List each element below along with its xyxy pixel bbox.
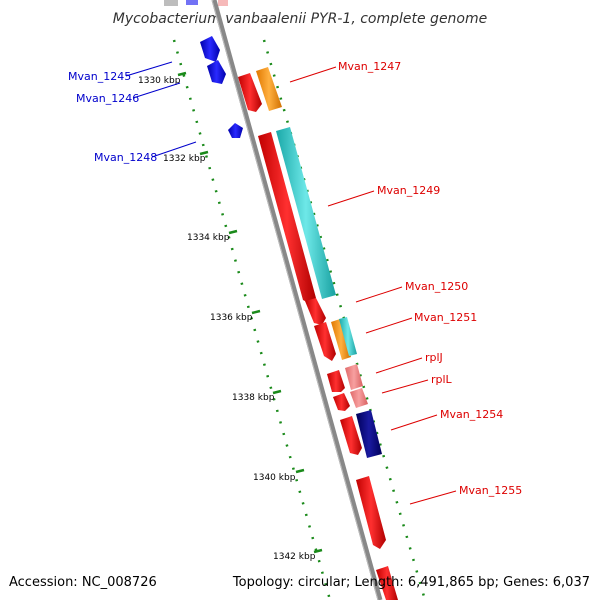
label-Mvan_1254[interactable]: Mvan_1254 xyxy=(440,408,503,421)
tick-label-1342: 1342 kbp xyxy=(273,552,316,562)
label-Mvan_1246[interactable]: Mvan_1246 xyxy=(76,92,139,105)
gene-Mvan_1251[interactable] xyxy=(314,322,336,361)
right-gene-labels: Mvan_1247 Mvan_1249 Mvan_1250 Mvan_1251 … xyxy=(338,60,522,497)
feature-orange-1247[interactable] xyxy=(256,67,282,111)
tick-label-1336: 1336 kbp xyxy=(210,313,253,323)
label-Mvan_1248[interactable]: Mvan_1248 xyxy=(94,151,157,164)
tick-label-1330: 1330 kbp xyxy=(138,76,181,86)
gene-Mvan_1254[interactable] xyxy=(340,416,362,455)
label-rplL[interactable]: rplL xyxy=(431,373,453,386)
gene-Mvan_1255[interactable] xyxy=(356,476,386,549)
tick-label-1334: 1334 kbp xyxy=(187,233,230,243)
feature-orange-1251[interactable] xyxy=(331,319,351,360)
gene-Mvan_1248[interactable] xyxy=(228,123,243,138)
label-Mvan_1250[interactable]: Mvan_1250 xyxy=(405,280,468,293)
feature-cyan-1249[interactable] xyxy=(276,127,336,299)
tick-label-1340: 1340 kbp xyxy=(253,473,296,483)
top-faded-features xyxy=(164,0,228,6)
feature-pink-rplL[interactable] xyxy=(350,388,368,408)
accession-text: Accession: NC_008726 xyxy=(9,575,157,590)
feature-navy-1254[interactable] xyxy=(356,410,382,458)
tick-track-left xyxy=(172,39,332,600)
right-label-leaders xyxy=(289,66,457,505)
gene-Mvan_1246[interactable] xyxy=(207,60,226,84)
label-Mvan_1245[interactable]: Mvan_1245 xyxy=(68,70,131,83)
kbp-tick-labels: 1330 kbp 1332 kbp 1334 kbp 1336 kbp 1338… xyxy=(138,76,316,562)
gene-rplJ[interactable] xyxy=(327,370,345,392)
reverse-strand-genes xyxy=(200,36,243,138)
gene-rplL[interactable] xyxy=(333,393,350,411)
label-Mvan_1249[interactable]: Mvan_1249 xyxy=(377,184,440,197)
forward-strand-genes xyxy=(238,73,398,600)
feature-pink-rplJ[interactable] xyxy=(345,364,363,390)
label-Mvan_1251[interactable]: Mvan_1251 xyxy=(414,311,477,324)
label-rplJ[interactable]: rplJ xyxy=(425,351,443,364)
label-Mvan_1255[interactable]: Mvan_1255 xyxy=(459,484,522,497)
genome-backbone-highlight xyxy=(211,0,379,600)
tick-label-1332: 1332 kbp xyxy=(163,154,206,164)
gene-Mvan_1247[interactable] xyxy=(238,73,262,112)
gene-bottom-partial[interactable] xyxy=(376,566,398,600)
gene-Mvan_1250[interactable] xyxy=(305,298,326,325)
gene-Mvan_1245[interactable] xyxy=(200,36,220,62)
summary-text: Topology: circular; Length: 6,491,865 bp… xyxy=(232,575,590,590)
gene-Mvan_1249[interactable] xyxy=(258,132,316,306)
map-title: Mycobacterium vanbaalenii PYR-1, complet… xyxy=(113,11,488,27)
tick-label-1338: 1338 kbp xyxy=(232,393,275,403)
genome-backbone xyxy=(211,0,383,600)
feature-cyan-1251[interactable] xyxy=(339,317,357,356)
feature-track xyxy=(256,67,382,458)
kbp-ticks xyxy=(177,71,323,554)
left-label-leaders xyxy=(125,61,197,158)
label-Mvan_1247[interactable]: Mvan_1247 xyxy=(338,60,401,73)
left-gene-labels: Mvan_1245 Mvan_1246 Mvan_1248 xyxy=(68,70,157,164)
